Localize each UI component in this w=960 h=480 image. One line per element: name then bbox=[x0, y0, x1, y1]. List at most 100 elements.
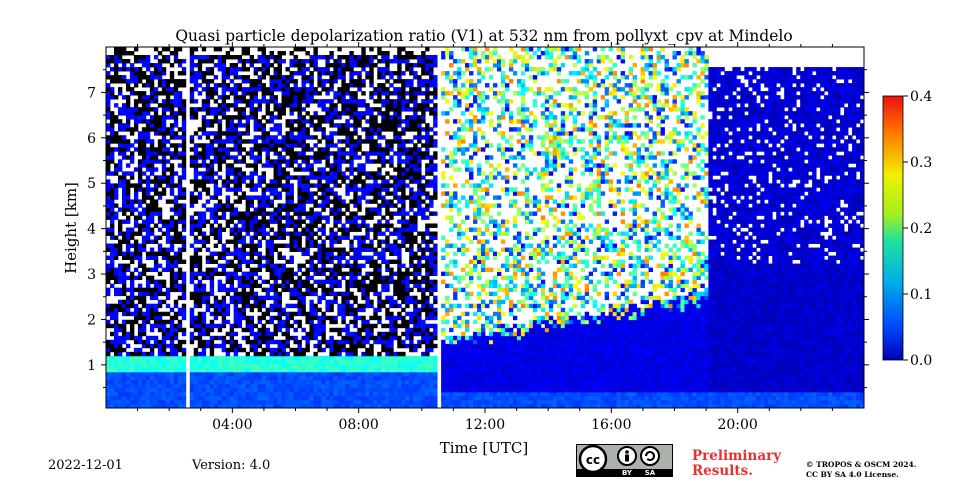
heatmap-cell bbox=[301, 279, 306, 285]
heatmap-cell bbox=[225, 75, 231, 80]
heatmap-cell bbox=[169, 275, 175, 281]
heatmap-cell bbox=[145, 267, 151, 273]
heatmap-cell bbox=[145, 159, 151, 164]
heatmap-cell bbox=[177, 203, 183, 208]
heatmap-cell bbox=[277, 367, 282, 373]
heatmap-cell bbox=[285, 219, 290, 224]
heatmap-cell bbox=[153, 99, 159, 104]
heatmap-cell bbox=[377, 355, 382, 361]
heatmap-cell bbox=[269, 399, 274, 405]
heatmap-cell bbox=[157, 363, 163, 369]
heatmap-cell bbox=[289, 243, 294, 248]
heatmap-cell bbox=[169, 75, 175, 80]
heatmap-cell bbox=[377, 131, 382, 136]
heatmap-cell bbox=[381, 383, 386, 389]
heatmap-cell bbox=[141, 235, 147, 240]
heatmap-cell bbox=[337, 111, 342, 116]
heatmap-cell bbox=[357, 115, 362, 120]
heatmap-cell bbox=[369, 139, 374, 144]
heatmap-cell bbox=[289, 99, 294, 104]
heatmap-cell bbox=[369, 107, 374, 112]
heatmap-cell bbox=[381, 251, 386, 256]
heatmap-cell bbox=[329, 383, 334, 389]
heatmap-cell bbox=[106, 371, 111, 377]
heatmap-cell bbox=[229, 55, 235, 60]
heatmap-cell bbox=[209, 95, 215, 100]
heatmap-cell bbox=[106, 339, 111, 345]
heatmap-cell bbox=[177, 251, 183, 256]
heatmap-cell bbox=[253, 83, 258, 88]
heatmap-cell bbox=[277, 299, 282, 305]
heatmap-cell bbox=[353, 215, 358, 220]
heatmap-cell bbox=[365, 247, 370, 252]
heatmap-cell bbox=[197, 351, 203, 357]
heatmap-cell bbox=[385, 223, 390, 228]
heatmap-cell bbox=[181, 355, 187, 361]
heatmap-cell bbox=[341, 247, 346, 252]
heatmap-cell bbox=[117, 107, 123, 112]
heatmap-cell bbox=[217, 271, 223, 277]
heatmap-cell bbox=[217, 375, 223, 381]
heatmap-cell bbox=[145, 375, 151, 381]
heatmap-cell bbox=[169, 359, 175, 365]
heatmap-cell bbox=[289, 275, 294, 281]
heatmap-cell bbox=[233, 395, 239, 401]
heatmap-cell bbox=[397, 139, 402, 144]
heatmap-cell bbox=[341, 111, 346, 116]
heatmap-cell bbox=[193, 355, 199, 361]
heatmap-cell bbox=[157, 119, 163, 124]
heatmap-cell bbox=[405, 147, 410, 152]
heatmap-cell bbox=[353, 387, 358, 393]
heatmap-cell bbox=[241, 303, 247, 309]
heatmap-cell bbox=[333, 387, 338, 393]
heatmap-cell bbox=[106, 319, 111, 325]
heatmap-cell bbox=[165, 167, 171, 172]
heatmap-cell bbox=[365, 223, 370, 228]
heatmap-cell bbox=[161, 299, 167, 305]
heatmap-cell bbox=[269, 371, 274, 377]
heatmap-cell bbox=[106, 179, 111, 184]
heatmap-cell bbox=[281, 215, 286, 220]
heatmap-cell bbox=[117, 143, 123, 148]
heatmap-cell bbox=[309, 59, 314, 64]
heatmap-cell bbox=[169, 391, 175, 397]
heatmap-cell bbox=[157, 191, 163, 196]
heatmap-cell bbox=[285, 79, 290, 84]
heatmap-cell bbox=[233, 239, 239, 244]
heatmap-cell bbox=[213, 379, 219, 385]
heatmap-cell bbox=[305, 59, 310, 64]
heatmap-cell bbox=[233, 371, 239, 377]
heatmap-cell bbox=[385, 171, 390, 176]
heatmap-cell bbox=[293, 167, 298, 172]
heatmap-cell bbox=[393, 319, 398, 325]
heatmap-cell bbox=[157, 59, 163, 64]
heatmap-cell bbox=[201, 351, 207, 357]
heatmap-cell bbox=[325, 355, 330, 361]
heatmap-cell bbox=[385, 67, 390, 72]
heatmap-cell bbox=[313, 215, 318, 220]
heatmap-cell bbox=[121, 211, 127, 216]
heatmap-cell bbox=[157, 383, 163, 389]
heatmap-cell bbox=[349, 263, 354, 269]
heatmap-cell bbox=[249, 307, 255, 313]
heatmap-cell bbox=[217, 67, 223, 72]
heatmap-cell bbox=[261, 279, 266, 285]
heatmap-cell bbox=[333, 151, 338, 156]
heatmap-cell bbox=[157, 355, 163, 361]
heatmap-cell bbox=[329, 211, 334, 216]
heatmap-cell bbox=[173, 383, 179, 389]
heatmap-cell bbox=[177, 343, 183, 349]
heatmap-cell bbox=[317, 75, 322, 80]
heatmap-cell bbox=[297, 63, 302, 68]
heatmap-cell bbox=[349, 135, 354, 140]
heatmap-cell bbox=[321, 319, 326, 325]
heatmap-cell bbox=[353, 375, 358, 381]
heatmap-cell bbox=[121, 287, 127, 293]
heatmap-cell bbox=[365, 55, 370, 60]
heatmap-cell bbox=[133, 47, 139, 52]
heatmap-cell bbox=[173, 135, 179, 140]
heatmap-cell bbox=[233, 223, 239, 228]
heatmap-cell bbox=[113, 211, 119, 216]
heatmap-cell bbox=[309, 195, 314, 200]
heatmap-cell bbox=[273, 135, 278, 140]
